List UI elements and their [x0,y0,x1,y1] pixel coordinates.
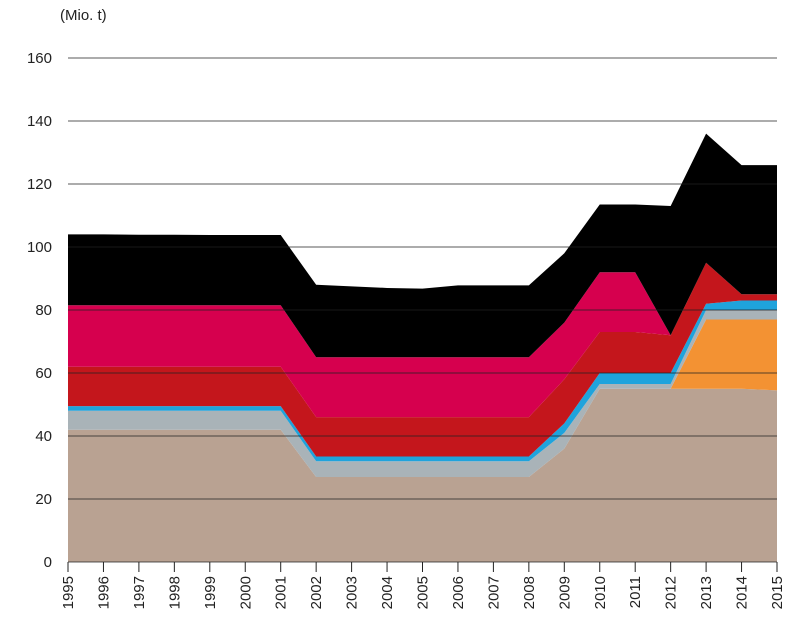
x-tick-label: 2006 [450,576,467,609]
x-tick-label: 2013 [698,576,715,609]
x-tick-label: 2015 [769,576,786,609]
x-tick-label: 2011 [627,576,644,608]
y-tick-label: 80 [35,302,52,319]
x-tick-label: 2009 [556,576,573,609]
y-tick-label: 140 [27,113,52,130]
area [68,133,777,358]
area [68,319,777,477]
x-tick-label: 2003 [344,576,361,609]
x-tick-label: 2002 [308,576,325,609]
x-tick-label: 1996 [95,576,112,609]
x-tick-label: 2007 [485,576,502,609]
x-tick-label: 1999 [202,576,219,609]
y-tick-label: 100 [27,239,52,256]
x-tick-label: 2005 [415,576,432,609]
x-tick-label: 1998 [166,576,183,609]
x-tick-label: 2008 [521,576,538,609]
x-tick-label: 2000 [237,576,254,609]
x-tick-label: 2001 [273,576,290,609]
x-tick-label: 2012 [663,576,680,609]
y-tick-label: 60 [35,365,52,382]
x-tick-label: 1997 [131,576,148,609]
area [68,262,777,457]
y-axis-label: (Mio. t) [60,7,107,24]
area [68,262,777,418]
y-tick-label: 0 [44,554,52,571]
y-tick-label: 120 [27,176,52,193]
x-tick-label: 2010 [592,576,609,609]
y-tick-label: 20 [35,491,52,508]
y-tick-label: 40 [35,428,52,445]
area [68,300,777,462]
y-tick-label: 160 [27,50,52,67]
x-tick-label: 1995 [60,576,77,609]
x-tick-label: 2014 [734,576,751,609]
x-tick-label: 2004 [379,576,396,609]
area [68,388,777,562]
